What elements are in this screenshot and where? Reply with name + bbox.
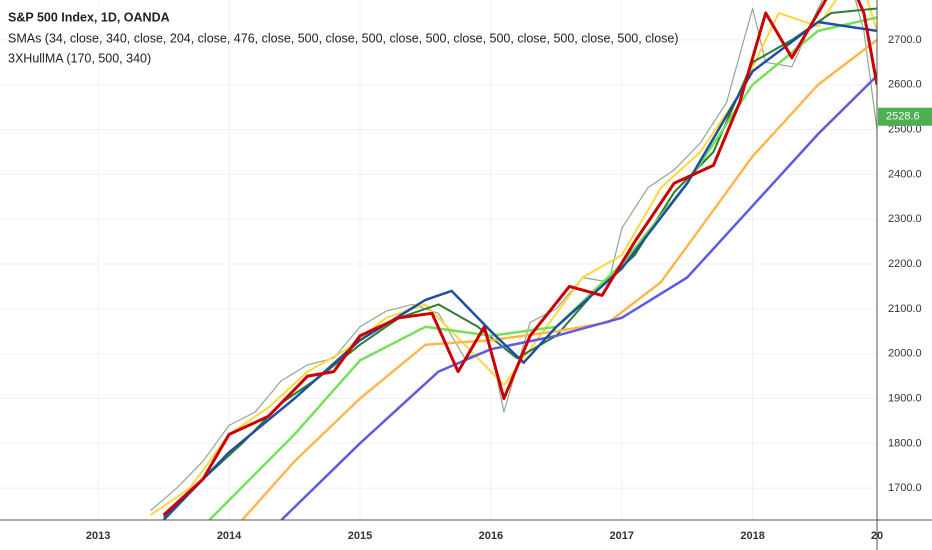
- y-tick-label: 2400.0: [888, 168, 922, 180]
- axes: 1700.0 1800.0 1900.0 2000.0 2100.0 2200.0 2300…: [86, 34, 932, 542]
- y-tick-label: 1700.0: [888, 482, 922, 494]
- series-line: [208, 16, 877, 520]
- x-tick-label: 2018: [740, 530, 764, 542]
- y-tick-label: 1800.0: [888, 437, 922, 449]
- x-tick-label: 20: [871, 530, 883, 542]
- x-tick-label: 2017: [610, 530, 634, 542]
- y-tick-label: 2100.0: [888, 303, 922, 315]
- series-line: [150, 0, 877, 512]
- chart-title: S&P 500 Index, 1D, OANDA: [8, 10, 170, 24]
- series-line: [162, 0, 877, 517]
- y-tick-label: 2300.0: [888, 213, 922, 225]
- last-price-label: 2528.6: [886, 111, 920, 123]
- y-tick-label: 2200.0: [888, 258, 922, 270]
- y-tick-label: 2000.0: [888, 348, 922, 360]
- series-line: [280, 74, 877, 520]
- subtitle: SMAs (34, close, 340, close, 204, close,…: [8, 31, 679, 45]
- y-tick-label: 1900.0: [888, 392, 922, 404]
- last-price-box: [878, 107, 932, 126]
- series-line: [149, 0, 877, 516]
- series-line: [241, 38, 877, 520]
- x-tick-label: 2016: [479, 530, 503, 542]
- x-tick-label: 2013: [86, 530, 110, 542]
- y-tick-label: 2700.0: [888, 34, 922, 46]
- series-line: [162, 20, 877, 520]
- plot-area: [149, 0, 877, 520]
- x-tick-label: 2015: [348, 530, 372, 542]
- annotation: 3XHullMA (170, 500, 340): [8, 51, 151, 65]
- x-tick-label: 2014: [217, 530, 242, 542]
- y-tick-label: 2500.0: [888, 123, 922, 135]
- y-tick-label: 2600.0: [888, 79, 922, 91]
